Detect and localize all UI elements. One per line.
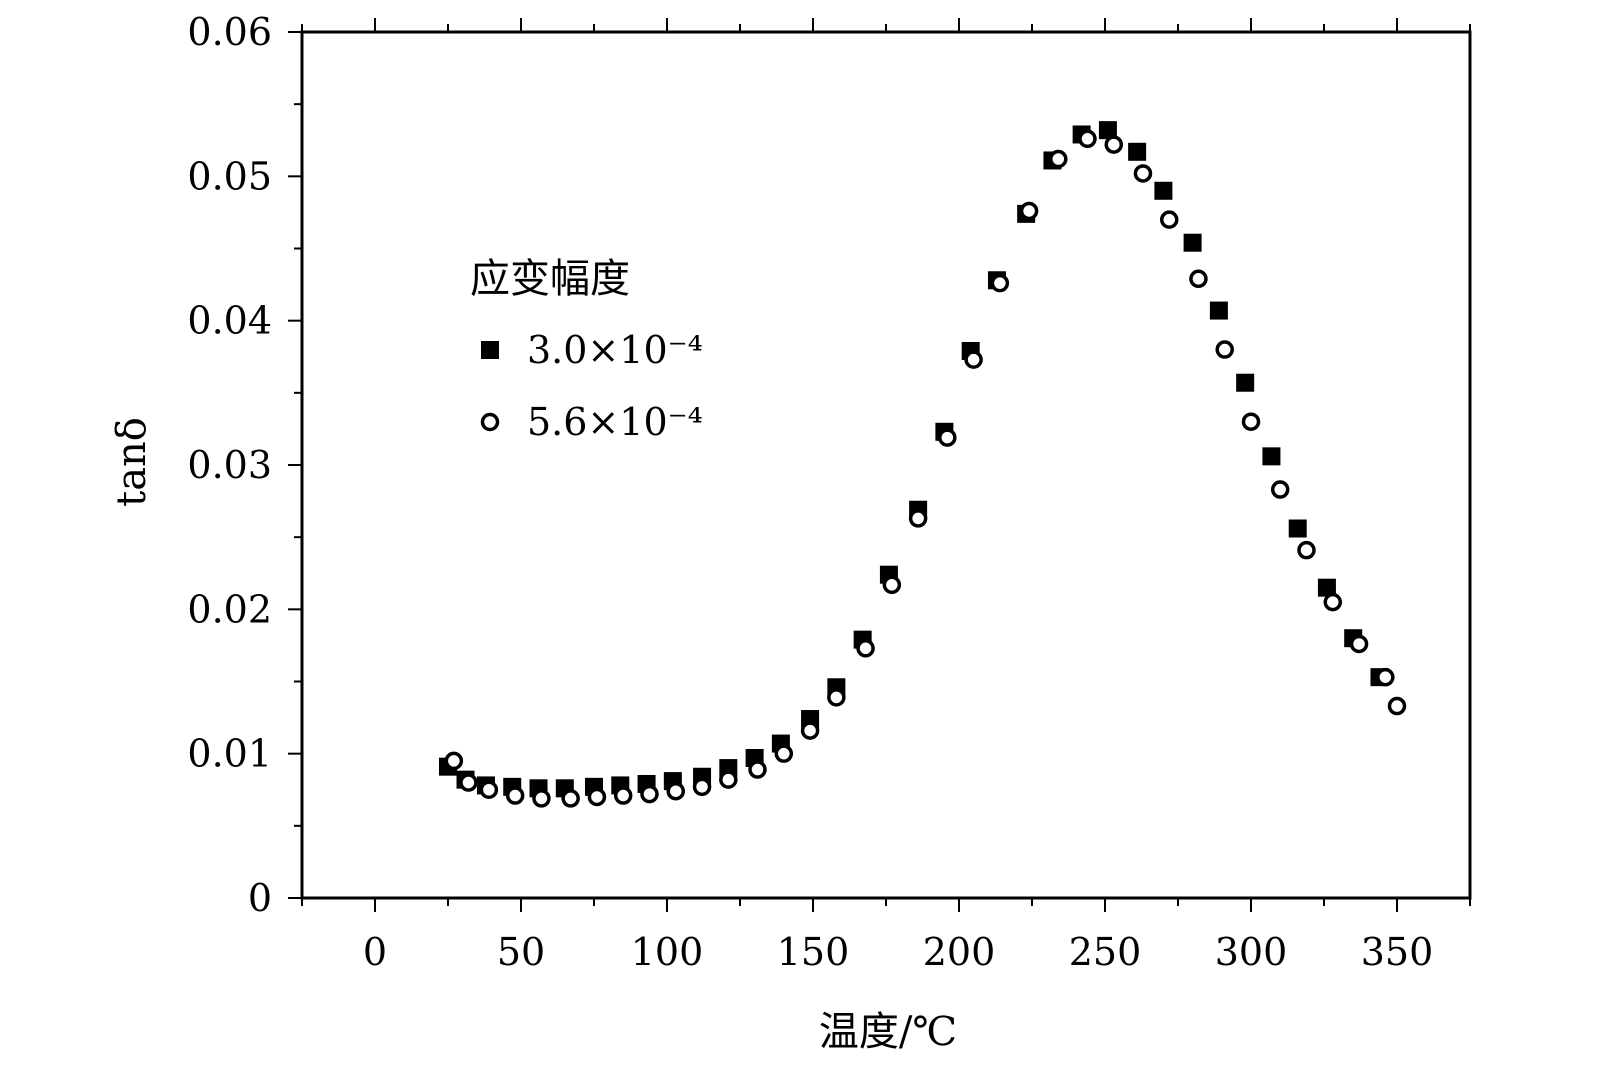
circle-point: [856, 639, 875, 658]
x-tick-label: 350: [1361, 930, 1434, 974]
circle-point: [1215, 340, 1234, 359]
circle-point: [1049, 149, 1068, 169]
circle-point: [692, 777, 712, 797]
circle-point: [1297, 540, 1316, 560]
y-tick-label: 0.04: [187, 299, 272, 343]
circle-point: [1104, 135, 1124, 154]
circle-point: [1349, 634, 1369, 654]
square-point: [1209, 301, 1228, 320]
circle-point: [1133, 164, 1153, 183]
circle-point: [964, 350, 983, 369]
circle-point: [1387, 696, 1407, 716]
square-point: [1154, 181, 1173, 200]
square-point: [1236, 373, 1255, 392]
y-tick-label: 0.06: [187, 10, 272, 54]
circle-point: [666, 781, 686, 801]
circle-point: [1270, 480, 1290, 499]
x-axis-title: 温度/℃: [819, 1009, 957, 1055]
x-tick-label: 0: [363, 930, 387, 974]
circle-point: [561, 789, 580, 808]
x-tick-label: 150: [777, 930, 850, 974]
legend-square-icon: [481, 341, 499, 359]
square-point: [1262, 447, 1281, 466]
legend: 应变幅度 3.0×10⁻⁴ 5.6×10⁻⁴: [470, 256, 703, 444]
circle-point: [613, 786, 633, 805]
circle-point: [640, 784, 659, 804]
circle-point: [587, 787, 607, 807]
y-tick-label: 0.03: [187, 443, 272, 487]
circle-point: [1376, 667, 1395, 687]
circle-point: [990, 273, 1010, 293]
circle-point: [1189, 269, 1208, 289]
legend-label: 5.6×10⁻⁴: [527, 400, 703, 444]
square-point: [1317, 578, 1336, 597]
circle-point: [1019, 201, 1039, 221]
circle-point: [882, 575, 902, 595]
x-tick-label: 50: [497, 930, 545, 974]
circle-point: [1323, 592, 1343, 612]
circle-point: [444, 751, 464, 771]
y-axis-title: tanδ: [109, 417, 155, 507]
plot-frame: [300, 30, 1472, 900]
square-point: [1098, 121, 1117, 140]
circle-point: [479, 780, 499, 799]
y-tick-label: 0.01: [187, 732, 272, 776]
circle-point: [1241, 412, 1261, 431]
circle-point: [908, 509, 928, 528]
square-point: [1128, 142, 1147, 161]
axes: 0 50 100 150 200 250 300 350 0 0.01 0.02 0.03 0.04 0.…: [187, 10, 1472, 974]
x-tick-label: 100: [631, 930, 704, 974]
legend-circle-icon: [480, 412, 500, 432]
x-tick-label: 200: [923, 930, 996, 974]
y-tick-label: 0: [248, 876, 272, 920]
circle-point: [505, 786, 525, 805]
y-tick-label: 0.05: [187, 154, 272, 198]
square-point: [1288, 519, 1307, 538]
circle-point: [774, 744, 794, 763]
circle-point: [827, 688, 846, 707]
circle-point: [532, 789, 551, 808]
circle-point: [719, 770, 738, 789]
legend-title: 应变幅度: [470, 256, 630, 302]
circle-point: [800, 721, 820, 740]
y-tick-label: 0.02: [187, 587, 272, 631]
circle-point: [1078, 129, 1097, 149]
square-point: [1183, 233, 1202, 252]
legend-label: 3.0×10⁻⁴: [527, 328, 703, 372]
data-marks: [439, 121, 1407, 808]
circle-point: [459, 773, 478, 792]
x-tick-label: 300: [1215, 930, 1288, 974]
circle-point: [748, 760, 767, 779]
circle-point: [1159, 210, 1179, 229]
circle-point: [938, 428, 957, 447]
x-tick-label: 250: [1069, 930, 1142, 974]
